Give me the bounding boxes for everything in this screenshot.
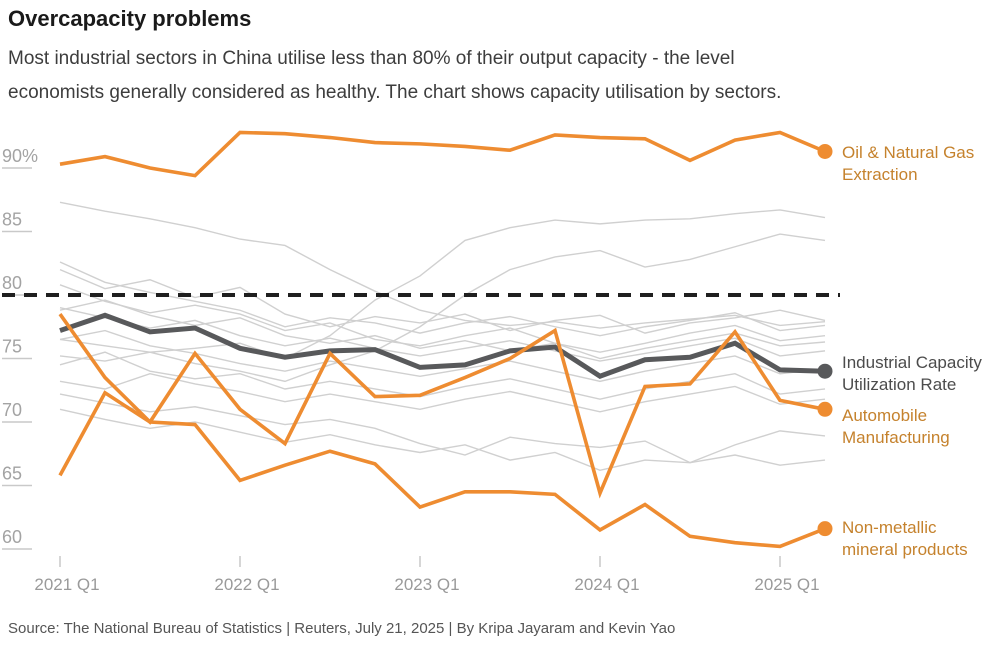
x-axis-tick-label: 2022 Q1 bbox=[214, 575, 279, 594]
series-line-industrial-capacity-utilization-rate bbox=[59, 312, 826, 380]
y-axis-tick-label: 70 bbox=[2, 400, 22, 420]
subtitle-line-2: economists generally considered as healt… bbox=[8, 82, 782, 103]
series-line-non-metallic-mineral-products bbox=[58, 390, 826, 549]
series-label-oil-natural-gas-extraction: Oil & Natural Gas Extraction bbox=[842, 142, 1000, 186]
series-line-unlabeled-sector-11 bbox=[59, 373, 826, 413]
x-axis-tick-label: 2021 Q1 bbox=[34, 575, 99, 594]
series-line-automobile-manufacturing bbox=[58, 313, 826, 499]
series-label-line: Manufacturing bbox=[842, 428, 950, 447]
series-line-unlabeled-sector-9 bbox=[59, 329, 826, 383]
y-axis-tick-label: 75 bbox=[2, 337, 22, 357]
y-axis-tick-label: 65 bbox=[2, 464, 22, 484]
series-label-line: Automobile bbox=[842, 406, 928, 425]
series-label-line: Industrial Capacity bbox=[842, 353, 982, 372]
subtitle-line-1: Most industrial sectors in China utilise… bbox=[8, 48, 735, 69]
series-label-automobile-manufacturing: Automobile Manufacturing bbox=[842, 405, 1000, 449]
series-end-dot-automobile-manufacturing bbox=[817, 401, 833, 417]
series-label-line: Utilization Rate bbox=[842, 375, 957, 394]
series-line-unlabeled-sector-13 bbox=[59, 408, 826, 471]
source-attribution: Source: The National Bureau of Statistic… bbox=[8, 620, 676, 637]
series-label-line: Oil & Natural Gas bbox=[842, 143, 975, 162]
series-label-industrial-capacity-utilization-rate: Industrial Capacity Utilization Rate bbox=[842, 352, 1000, 396]
y-axis-tick-label: 80 bbox=[2, 273, 22, 293]
series-line-unlabeled-sector-8 bbox=[59, 299, 826, 360]
series-label-line: Non-metallic bbox=[842, 518, 937, 537]
series-label-line: Extraction bbox=[842, 165, 918, 184]
series-line-unlabeled-sector-7 bbox=[59, 307, 826, 362]
y-axis-tick-label: 85 bbox=[2, 210, 22, 230]
series-line-unlabeled-sector-2 bbox=[59, 209, 826, 360]
page-title: Overcapacity problems bbox=[8, 6, 252, 31]
series-end-dot-non-metallic-mineral-products bbox=[817, 521, 833, 537]
series-label-non-metallic-mineral-products: Non-metallic mineral products bbox=[842, 517, 1000, 561]
series-line-unlabeled-sector-6 bbox=[59, 284, 826, 353]
y-axis-tick-label: 60 bbox=[2, 527, 22, 547]
series-line-oil-natural-gas-extraction bbox=[59, 130, 826, 178]
series-line-unlabeled-sector-4 bbox=[59, 261, 826, 337]
series-end-dot-oil-natural-gas-extraction bbox=[817, 143, 833, 159]
series-line-unlabeled-sector-10 bbox=[59, 351, 826, 400]
y-axis-tick-label: 90% bbox=[2, 146, 38, 166]
x-axis-tick-label: 2023 Q1 bbox=[394, 575, 459, 594]
x-axis-tick-label: 2024 Q1 bbox=[574, 575, 639, 594]
series-end-dot-industrial-capacity-utilization-rate bbox=[817, 363, 833, 379]
x-axis-tick-label: 2025 Q1 bbox=[754, 575, 819, 594]
series-label-line: mineral products bbox=[842, 540, 968, 559]
